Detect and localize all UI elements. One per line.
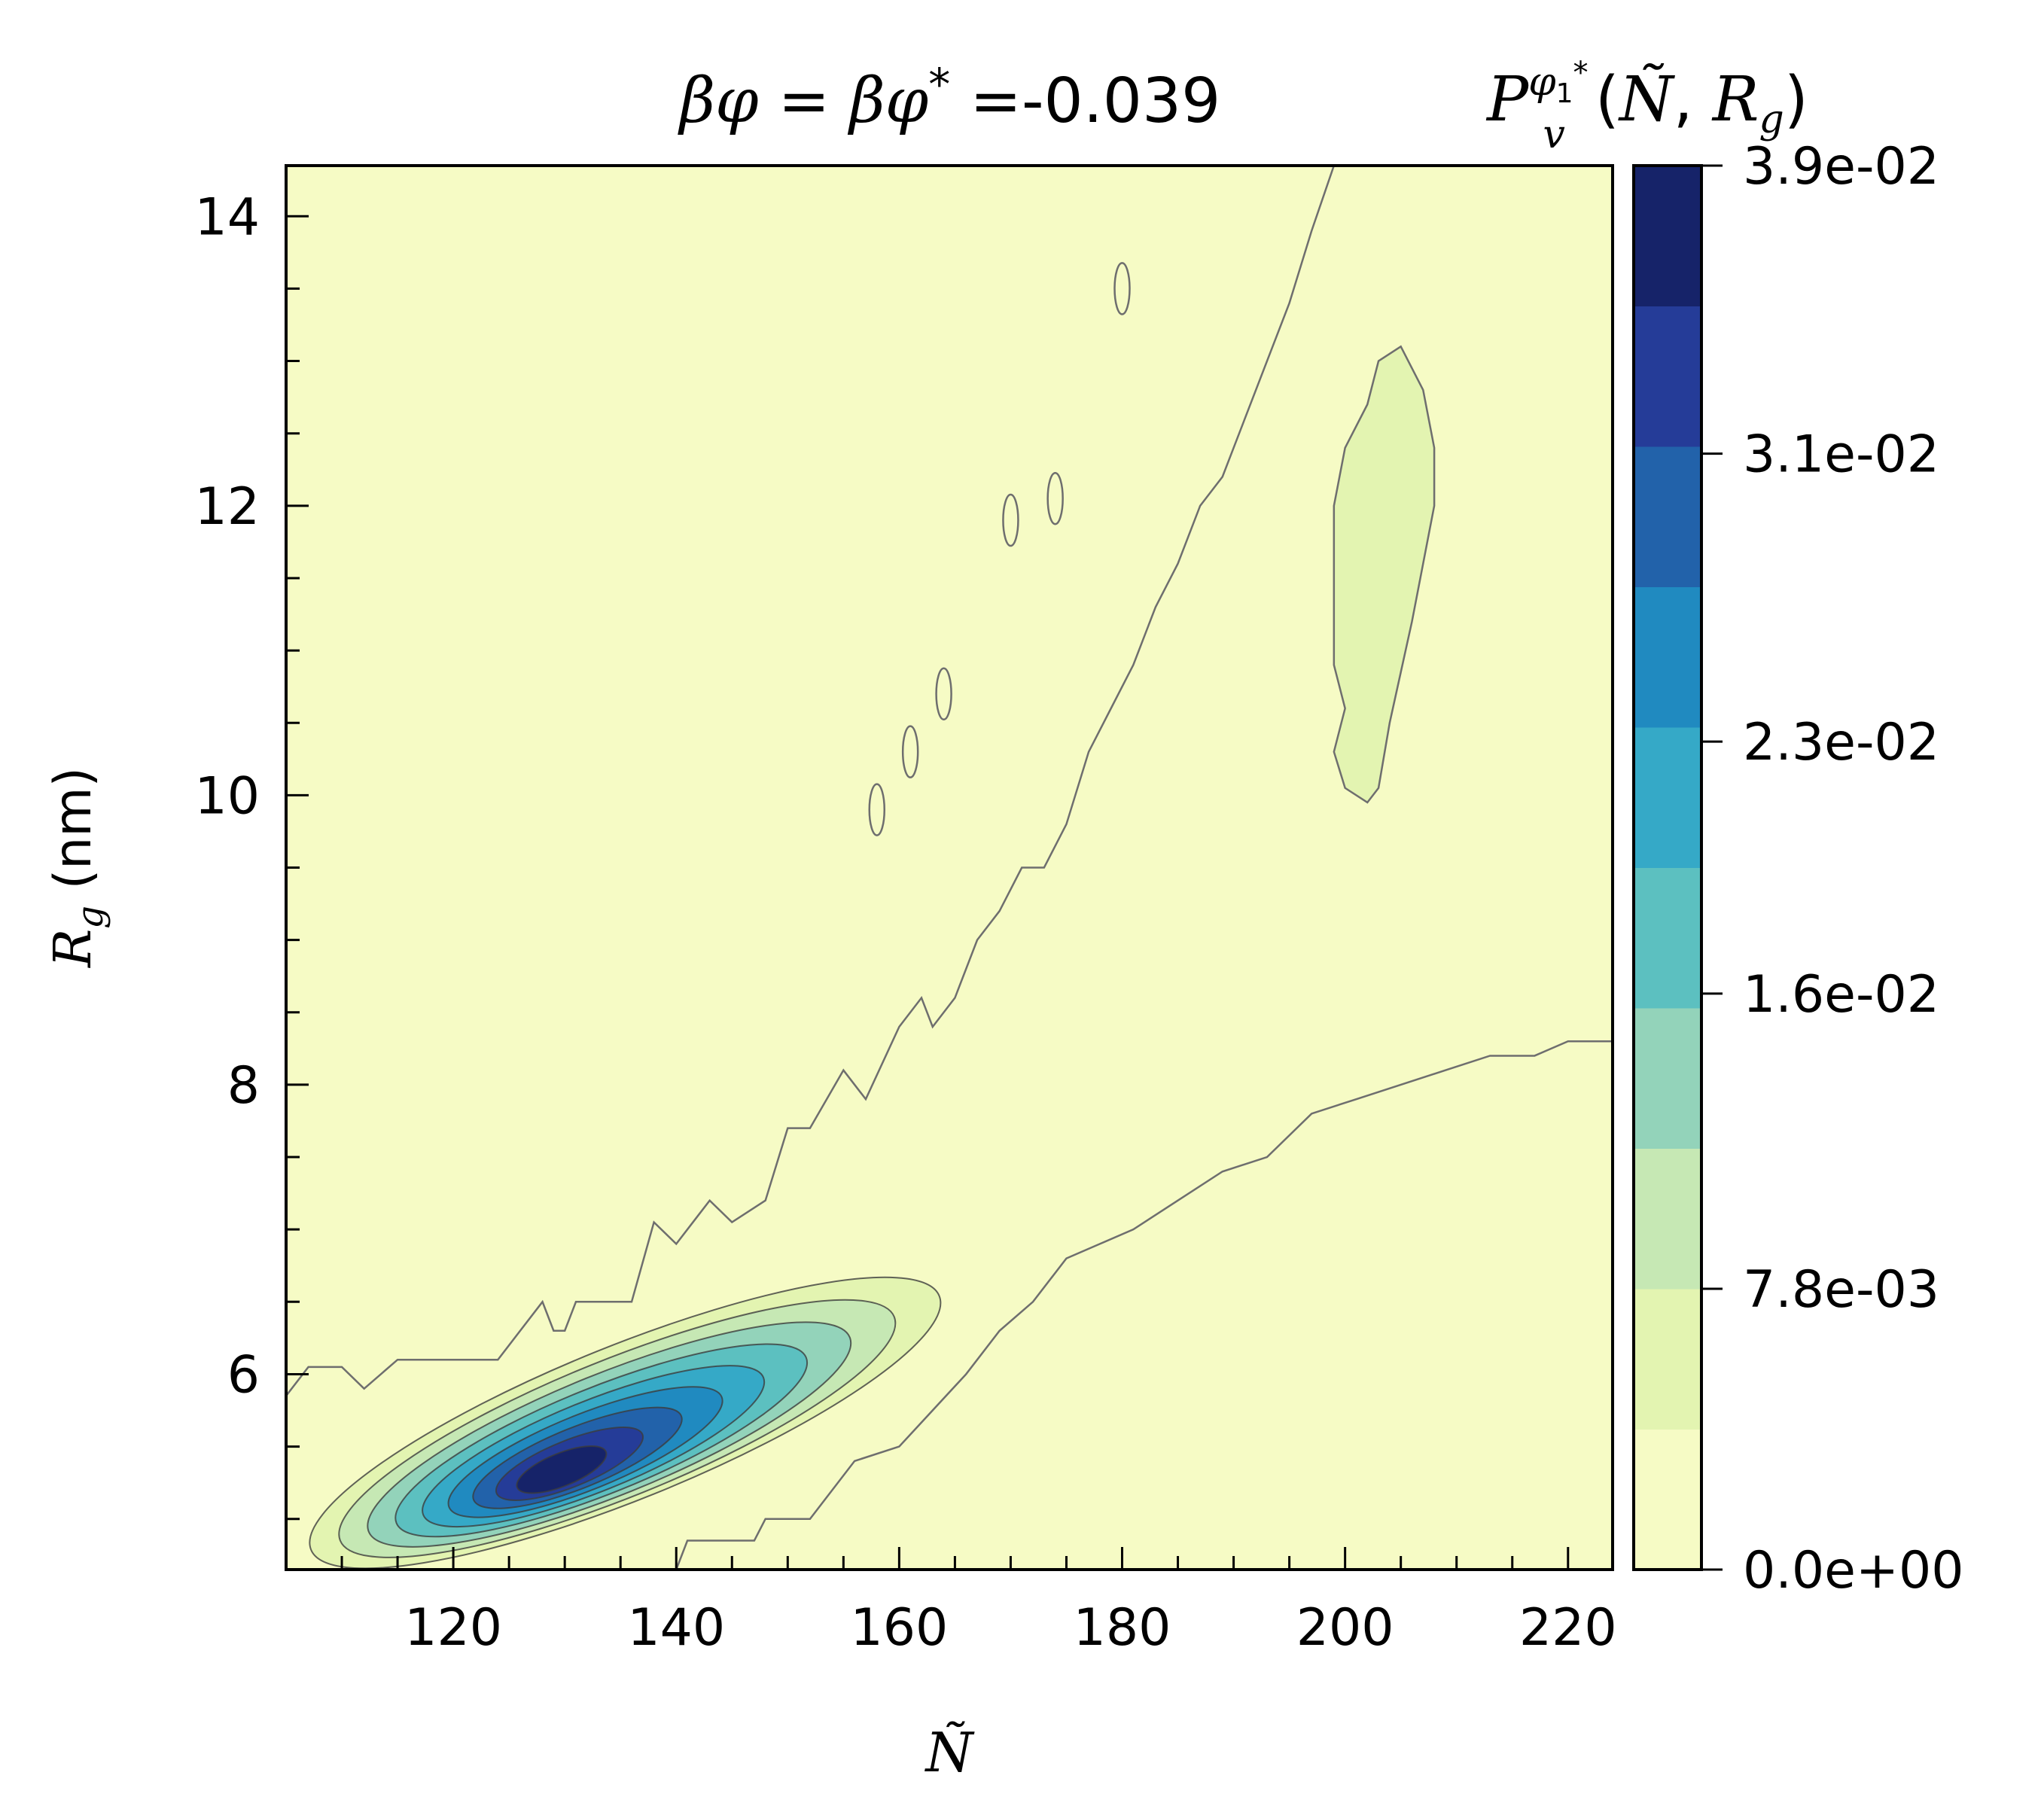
y-axis-label: Rg (nm) [44,767,111,969]
cbar-label-open: ( [1595,64,1619,136]
colorbar-frame [1632,164,1703,1571]
y-tick-label: 12 [194,477,260,537]
colorbar-band-0 [1634,1429,1701,1570]
plot-area [285,164,1614,1571]
x-tick-label: 140 [627,1598,725,1658]
cbar-label-close: ) [1784,64,1808,136]
small-contour-loop-2 [868,783,886,836]
x-tick-label: 180 [1074,1598,1171,1658]
colorbar-band-9 [1634,166,1701,306]
colorbar-tick-label: 1.6e-02 [1743,965,1939,1025]
y-axis: 6 8 10 12 14 [194,187,309,1521]
title-lhs: βφ [678,65,759,137]
colorbar-tick-label: 0.0e+00 [1743,1541,1963,1600]
cbar-label-P: P [1485,64,1530,136]
title-value: =-0.039 [950,65,1220,137]
colorbar-band-6 [1634,586,1701,728]
y-tick-label: 6 [227,1345,260,1405]
x-tick-label: 120 [404,1598,502,1658]
title-mid: βφ [847,65,928,137]
small-contour-loop-1 [1046,471,1064,525]
x-axis-label: Ñ [925,1720,976,1784]
x-tick-label: 200 [1296,1598,1394,1658]
colorbar-band-5 [1634,727,1701,868]
cbar-label-sup-phi-sub: 1 [1556,78,1573,109]
small-contour-loop-3 [901,725,919,778]
small-contour-loop-5 [1113,262,1131,315]
colorbar: 0.0e+00 7.8e-03 1.6e-02 2.3e-02 3.1e-02 3.9e-… [1632,137,1963,1600]
small-contour-loop-4 [935,667,952,721]
y-label-main: R [44,929,103,969]
cbar-label-sup-star: * [1573,56,1589,90]
chart-title: βφ = βφ* =-0.039 [678,59,1221,137]
filled-contours [309,345,1436,1570]
cbar-label-comma: , [1674,64,1713,136]
colorbar-bands [1634,166,1701,1570]
secondary-island [1333,345,1436,804]
x-axis: 120 140 160 180 200 220 [285,1547,1617,1658]
cbar-label-R-sub: g [1759,97,1784,142]
x-tick-label: 160 [850,1598,948,1658]
cbar-label-sub-v: v [1543,112,1565,157]
colorbar-tick-label: 7.8e-03 [1743,1260,1939,1320]
colorbar-band-2 [1634,1148,1701,1290]
colorbar-band-4 [1634,867,1701,1009]
y-tick-label: 14 [194,187,260,247]
small-contour-loop-0 [1002,493,1019,547]
colorbar-band-1 [1634,1289,1701,1430]
lower-contour-line [675,1040,1613,1570]
colorbar-ticks: 0.0e+00 7.8e-03 1.6e-02 2.3e-02 3.1e-02 3.9e-… [1701,137,1963,1600]
peak-band-9 [516,1445,608,1494]
colorbar-band-3 [1634,1008,1701,1149]
colorbar-tick-label: 2.3e-02 [1743,713,1939,772]
cbar-label-N: Ñ [1618,63,1676,136]
title-star: * [928,59,950,110]
colorbar-tick-label: 3.9e-02 [1743,137,1939,196]
upper-contour-line [286,166,1336,1397]
contour-lines [286,166,1613,1570]
y-tick-label: 8 [227,1056,260,1116]
colorbar-band-8 [1634,306,1701,447]
y-label-unit: (nm) [44,767,103,906]
colorbar-label: Pφ1* v (Ñ, Rg) [1485,56,1808,157]
x-tick-label: 220 [1519,1598,1617,1658]
y-label-sub: g [69,906,111,929]
y-tick-label: 10 [194,766,260,826]
cbar-label-R: R [1711,64,1759,136]
title-eq1: = [759,65,850,137]
cbar-label-sup-phi: φ [1528,59,1556,105]
colorbar-tick-label: 3.1e-02 [1743,425,1939,485]
colorbar-band-7 [1634,446,1701,587]
